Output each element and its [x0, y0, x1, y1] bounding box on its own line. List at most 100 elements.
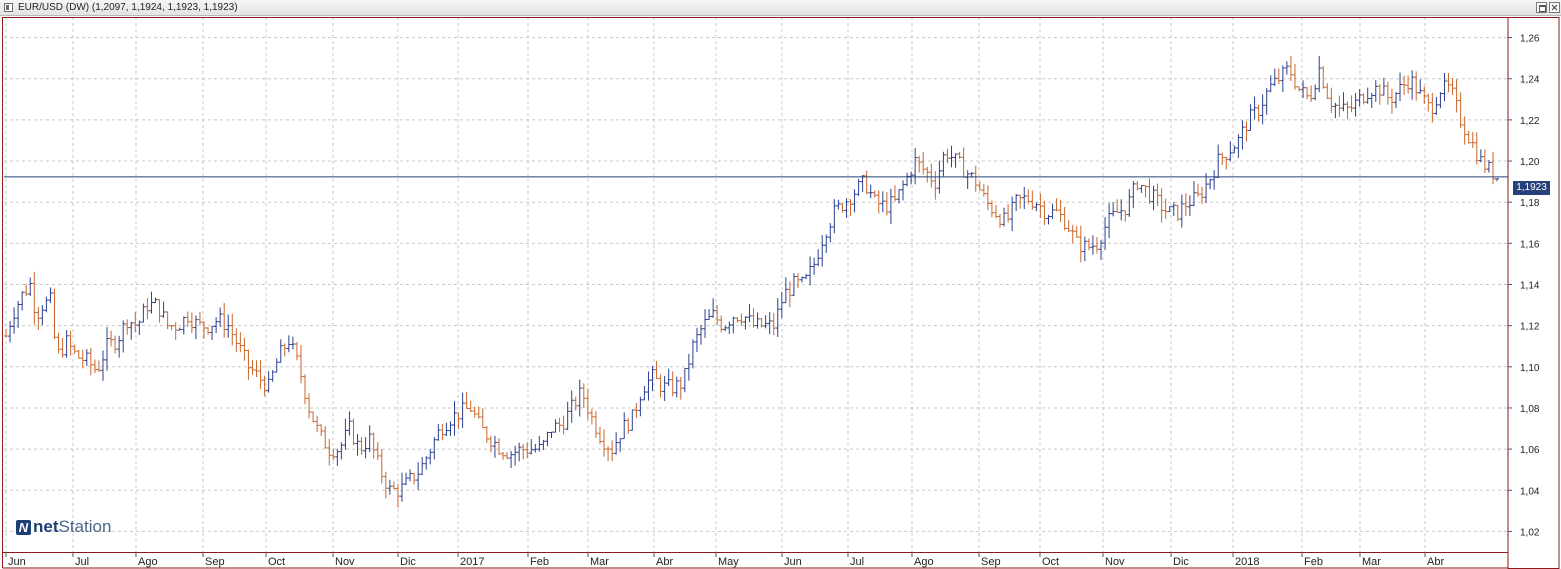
ohlc-bar: [480, 408, 485, 429]
ohlc-bar: [399, 472, 404, 502]
ohlc-bar: [787, 281, 792, 308]
x-tick-label: Ago: [914, 556, 934, 568]
ohlc-bar: [428, 449, 433, 465]
ohlc-bar: [161, 301, 166, 318]
ohlc-bar: [404, 472, 409, 486]
ohlc-bar: [181, 316, 186, 335]
close-icon[interactable]: [1549, 2, 1560, 13]
ohlc-bar: [242, 337, 247, 361]
ohlc-bar: [1054, 198, 1059, 212]
ohlc-bar: [56, 332, 61, 354]
x-tick-label: Ago: [138, 556, 158, 568]
ohlc-bar: [395, 483, 400, 508]
ohlc-bar: [1385, 81, 1390, 105]
ohlc-bar: [973, 165, 978, 192]
ohlc-bar: [129, 321, 134, 340]
ohlc-bar: [852, 189, 857, 213]
ohlc-bar: [577, 379, 582, 417]
ohlc-bar: [1220, 152, 1225, 165]
ohlc-bar: [100, 350, 105, 381]
ohlc-bar: [1317, 56, 1322, 93]
ohlc-bar: [763, 315, 768, 329]
ohlc-bar: [157, 299, 162, 323]
ohlc-bar: [703, 309, 708, 338]
ohlc-bar: [1446, 72, 1451, 92]
ohlc-bar: [193, 315, 198, 340]
ohlc-bar: [1256, 104, 1261, 122]
ohlc-bar: [1200, 186, 1205, 204]
chart-window-icon[interactable]: [4, 3, 13, 12]
ohlc-bar: [84, 349, 89, 366]
ohlc-bar: [513, 445, 518, 466]
x-tick-label: Feb: [1304, 556, 1323, 568]
ohlc-bar: [294, 341, 299, 361]
ohlc-bar: [496, 438, 501, 455]
ohlc-bar: [246, 349, 251, 380]
ohlc-bar: [690, 339, 695, 369]
ohlc-bar: [234, 328, 239, 353]
ohlc-bar: [573, 396, 578, 411]
ohlc-bar: [105, 327, 110, 371]
y-tick-label: 1,24: [1520, 75, 1540, 86]
ohlc-bar: [1454, 79, 1459, 113]
ohlc-bar: [1333, 102, 1338, 119]
restore-icon[interactable]: [1536, 2, 1547, 13]
ohlc-bar: [892, 185, 897, 202]
ohlc-bar: [662, 375, 667, 401]
y-tick-label: 1,14: [1520, 281, 1540, 292]
ohlc-bar: [1111, 202, 1116, 217]
ohlc-bar: [779, 291, 784, 319]
ohlc-bar: [884, 192, 889, 216]
ohlc-bar: [686, 353, 691, 381]
ohlc-bar: [989, 200, 994, 218]
ohlc-bar: [1325, 83, 1330, 99]
ohlc-bar: [909, 171, 914, 185]
ohlc-bar: [8, 320, 13, 343]
ohlc-bar: [888, 188, 893, 225]
ohlc-bar: [96, 360, 101, 372]
ohlc-bar: [876, 190, 881, 214]
chart-frame: [2, 17, 1560, 569]
ohlc-bar: [1058, 199, 1063, 222]
ohlc-bar: [674, 376, 679, 398]
ohlc-bar: [76, 350, 81, 359]
ohlc-bar: [1284, 61, 1289, 75]
ohlc-bar: [72, 344, 77, 354]
ohlc-bar: [210, 325, 215, 340]
ohlc-bar: [218, 307, 223, 327]
ohlc-bar: [1006, 204, 1011, 223]
ohlc-bar: [707, 309, 712, 321]
ohlc-bar: [327, 438, 332, 466]
ohlc-bar: [565, 401, 570, 431]
ohlc-bar: [606, 446, 611, 461]
ohlc-bar: [711, 298, 716, 318]
ohlc-bar: [860, 174, 865, 192]
ohlc-bar: [812, 257, 817, 275]
window-titlebar: EUR/USD (DW) (1,2097, 1,1924, 1,1923, 1,…: [0, 0, 1561, 16]
ohlc-bar: [1434, 96, 1439, 115]
ohlc-bar: [1329, 87, 1334, 114]
ohlc-bar: [1280, 65, 1285, 93]
x-tick-label: Nov: [335, 556, 355, 568]
ohlc-bar: [820, 235, 825, 267]
ohlc-bar: [1301, 80, 1306, 99]
ohlc-bar: [743, 316, 748, 330]
ohlc-bar: [387, 479, 392, 495]
x-tick-label: Sep: [205, 556, 225, 568]
ohlc-bar: [537, 435, 542, 452]
ohlc-bar: [214, 317, 219, 334]
ohlc-bar: [1369, 92, 1374, 108]
y-tick-label: 1,06: [1520, 445, 1540, 456]
ohlc-bar: [149, 291, 154, 314]
y-tick-label: 1,12: [1520, 322, 1540, 333]
ohlc-bar: [1381, 77, 1386, 96]
ohlc-bar: [145, 298, 150, 320]
ohlc-bar: [505, 451, 510, 460]
ohlc-bar: [961, 147, 966, 178]
ohlc-bar: [206, 327, 211, 335]
ohlc-bar: [618, 438, 623, 452]
ohlc-bar: [561, 415, 566, 435]
x-tick-label: Abr: [656, 556, 673, 568]
ohlc-bar: [1353, 93, 1358, 117]
